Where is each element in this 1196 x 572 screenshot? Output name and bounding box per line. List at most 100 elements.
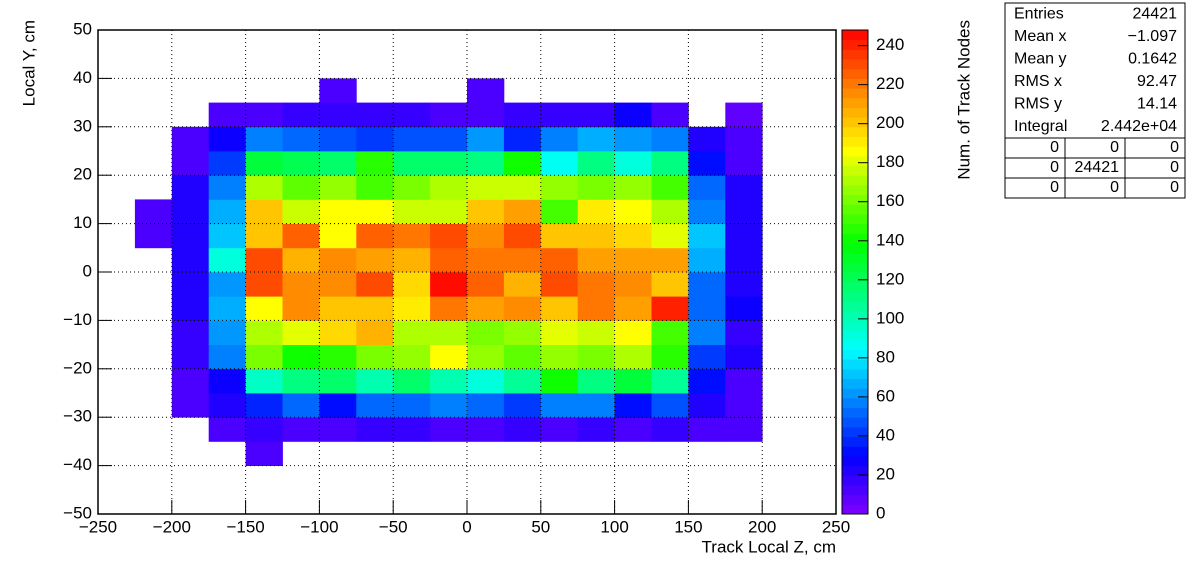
cell	[540, 393, 579, 418]
cell	[467, 296, 505, 321]
x-tick-label: 150	[674, 517, 702, 536]
cell	[282, 102, 320, 128]
palette-band	[842, 49, 868, 60]
cell	[245, 272, 283, 297]
cell	[614, 199, 652, 224]
cell	[688, 272, 726, 297]
cell	[356, 320, 394, 345]
palette-band	[842, 388, 868, 399]
x-tick-label: −150	[226, 517, 264, 536]
cell	[725, 296, 763, 321]
cell	[282, 151, 320, 176]
z-tick-label: 240	[876, 35, 904, 54]
stat-label: RMS x	[1014, 73, 1062, 90]
palette-band	[842, 272, 868, 283]
x-tick-label: −100	[300, 517, 338, 536]
cell	[577, 223, 615, 249]
cell	[356, 175, 394, 200]
cell	[393, 393, 431, 418]
palette-band	[842, 252, 868, 263]
x-tick-label: −50	[379, 517, 408, 536]
palette-band	[842, 301, 868, 312]
palette-band	[842, 136, 868, 147]
cell	[577, 126, 615, 152]
cell	[540, 320, 579, 345]
palette-band	[842, 417, 868, 428]
palette-band	[842, 426, 868, 438]
cell	[577, 417, 615, 442]
cell	[467, 368, 505, 394]
palette-band	[842, 281, 868, 292]
cell	[356, 199, 394, 224]
palette-band	[842, 175, 868, 186]
palette-band	[842, 359, 868, 370]
cell	[430, 126, 468, 152]
stat-label: Integral	[1014, 118, 1067, 135]
z-tick-label: 220	[876, 74, 904, 93]
cell	[651, 199, 689, 224]
cell	[208, 199, 246, 224]
cell	[577, 175, 615, 200]
cell	[356, 417, 394, 442]
y-axis-label: Local Y, cm	[19, 20, 38, 106]
cell	[171, 368, 210, 394]
cell	[651, 151, 689, 176]
x-tick-label: −250	[79, 517, 117, 536]
cell	[467, 320, 505, 345]
cell	[319, 247, 357, 273]
cell	[393, 296, 431, 321]
x-tick-label: 100	[600, 517, 628, 536]
cell	[688, 417, 726, 442]
cell	[319, 175, 357, 200]
y-tick-label: 30	[73, 116, 92, 135]
cell	[319, 393, 357, 418]
cell	[725, 126, 763, 152]
y-tick-label: 20	[73, 165, 92, 184]
cell	[393, 102, 431, 128]
palette-band	[842, 223, 868, 234]
cell	[577, 151, 615, 176]
y-tick-label: 0	[83, 261, 92, 280]
palette-band	[842, 78, 868, 89]
cell	[467, 417, 505, 442]
cell	[282, 417, 320, 442]
palette-band	[842, 68, 868, 79]
cell	[614, 102, 652, 128]
cell	[430, 320, 468, 345]
cell	[688, 151, 726, 176]
cell	[245, 441, 283, 466]
palette-band	[842, 126, 868, 137]
cell	[356, 296, 394, 321]
y-tick-label: −40	[63, 455, 92, 474]
cell	[356, 344, 394, 370]
cell	[688, 320, 726, 345]
cell	[171, 199, 210, 224]
palette-band	[842, 107, 868, 118]
cell	[208, 151, 246, 176]
cell	[282, 368, 320, 394]
cell	[245, 175, 283, 200]
cell	[171, 223, 210, 249]
stat-cell: 0	[1110, 179, 1119, 196]
stat-label: Mean y	[1014, 50, 1066, 67]
stat-cell: 24421	[1075, 159, 1120, 176]
cell	[171, 393, 210, 418]
cell	[208, 175, 246, 200]
cell	[725, 199, 763, 224]
cell	[688, 296, 726, 321]
stat-value: 2.442e+04	[1101, 118, 1177, 135]
y-tick-label: −20	[63, 358, 92, 377]
z-tick-label: 60	[876, 386, 895, 405]
cell	[614, 223, 652, 249]
cell	[393, 344, 431, 370]
cell	[614, 247, 652, 273]
cell	[134, 199, 173, 224]
cell	[245, 344, 283, 370]
cell	[208, 223, 246, 249]
z-tick-label: 0	[876, 503, 885, 522]
cell	[725, 344, 763, 370]
cell	[430, 223, 468, 249]
cell	[725, 102, 763, 128]
palette-band	[842, 349, 868, 360]
cell	[356, 223, 394, 249]
